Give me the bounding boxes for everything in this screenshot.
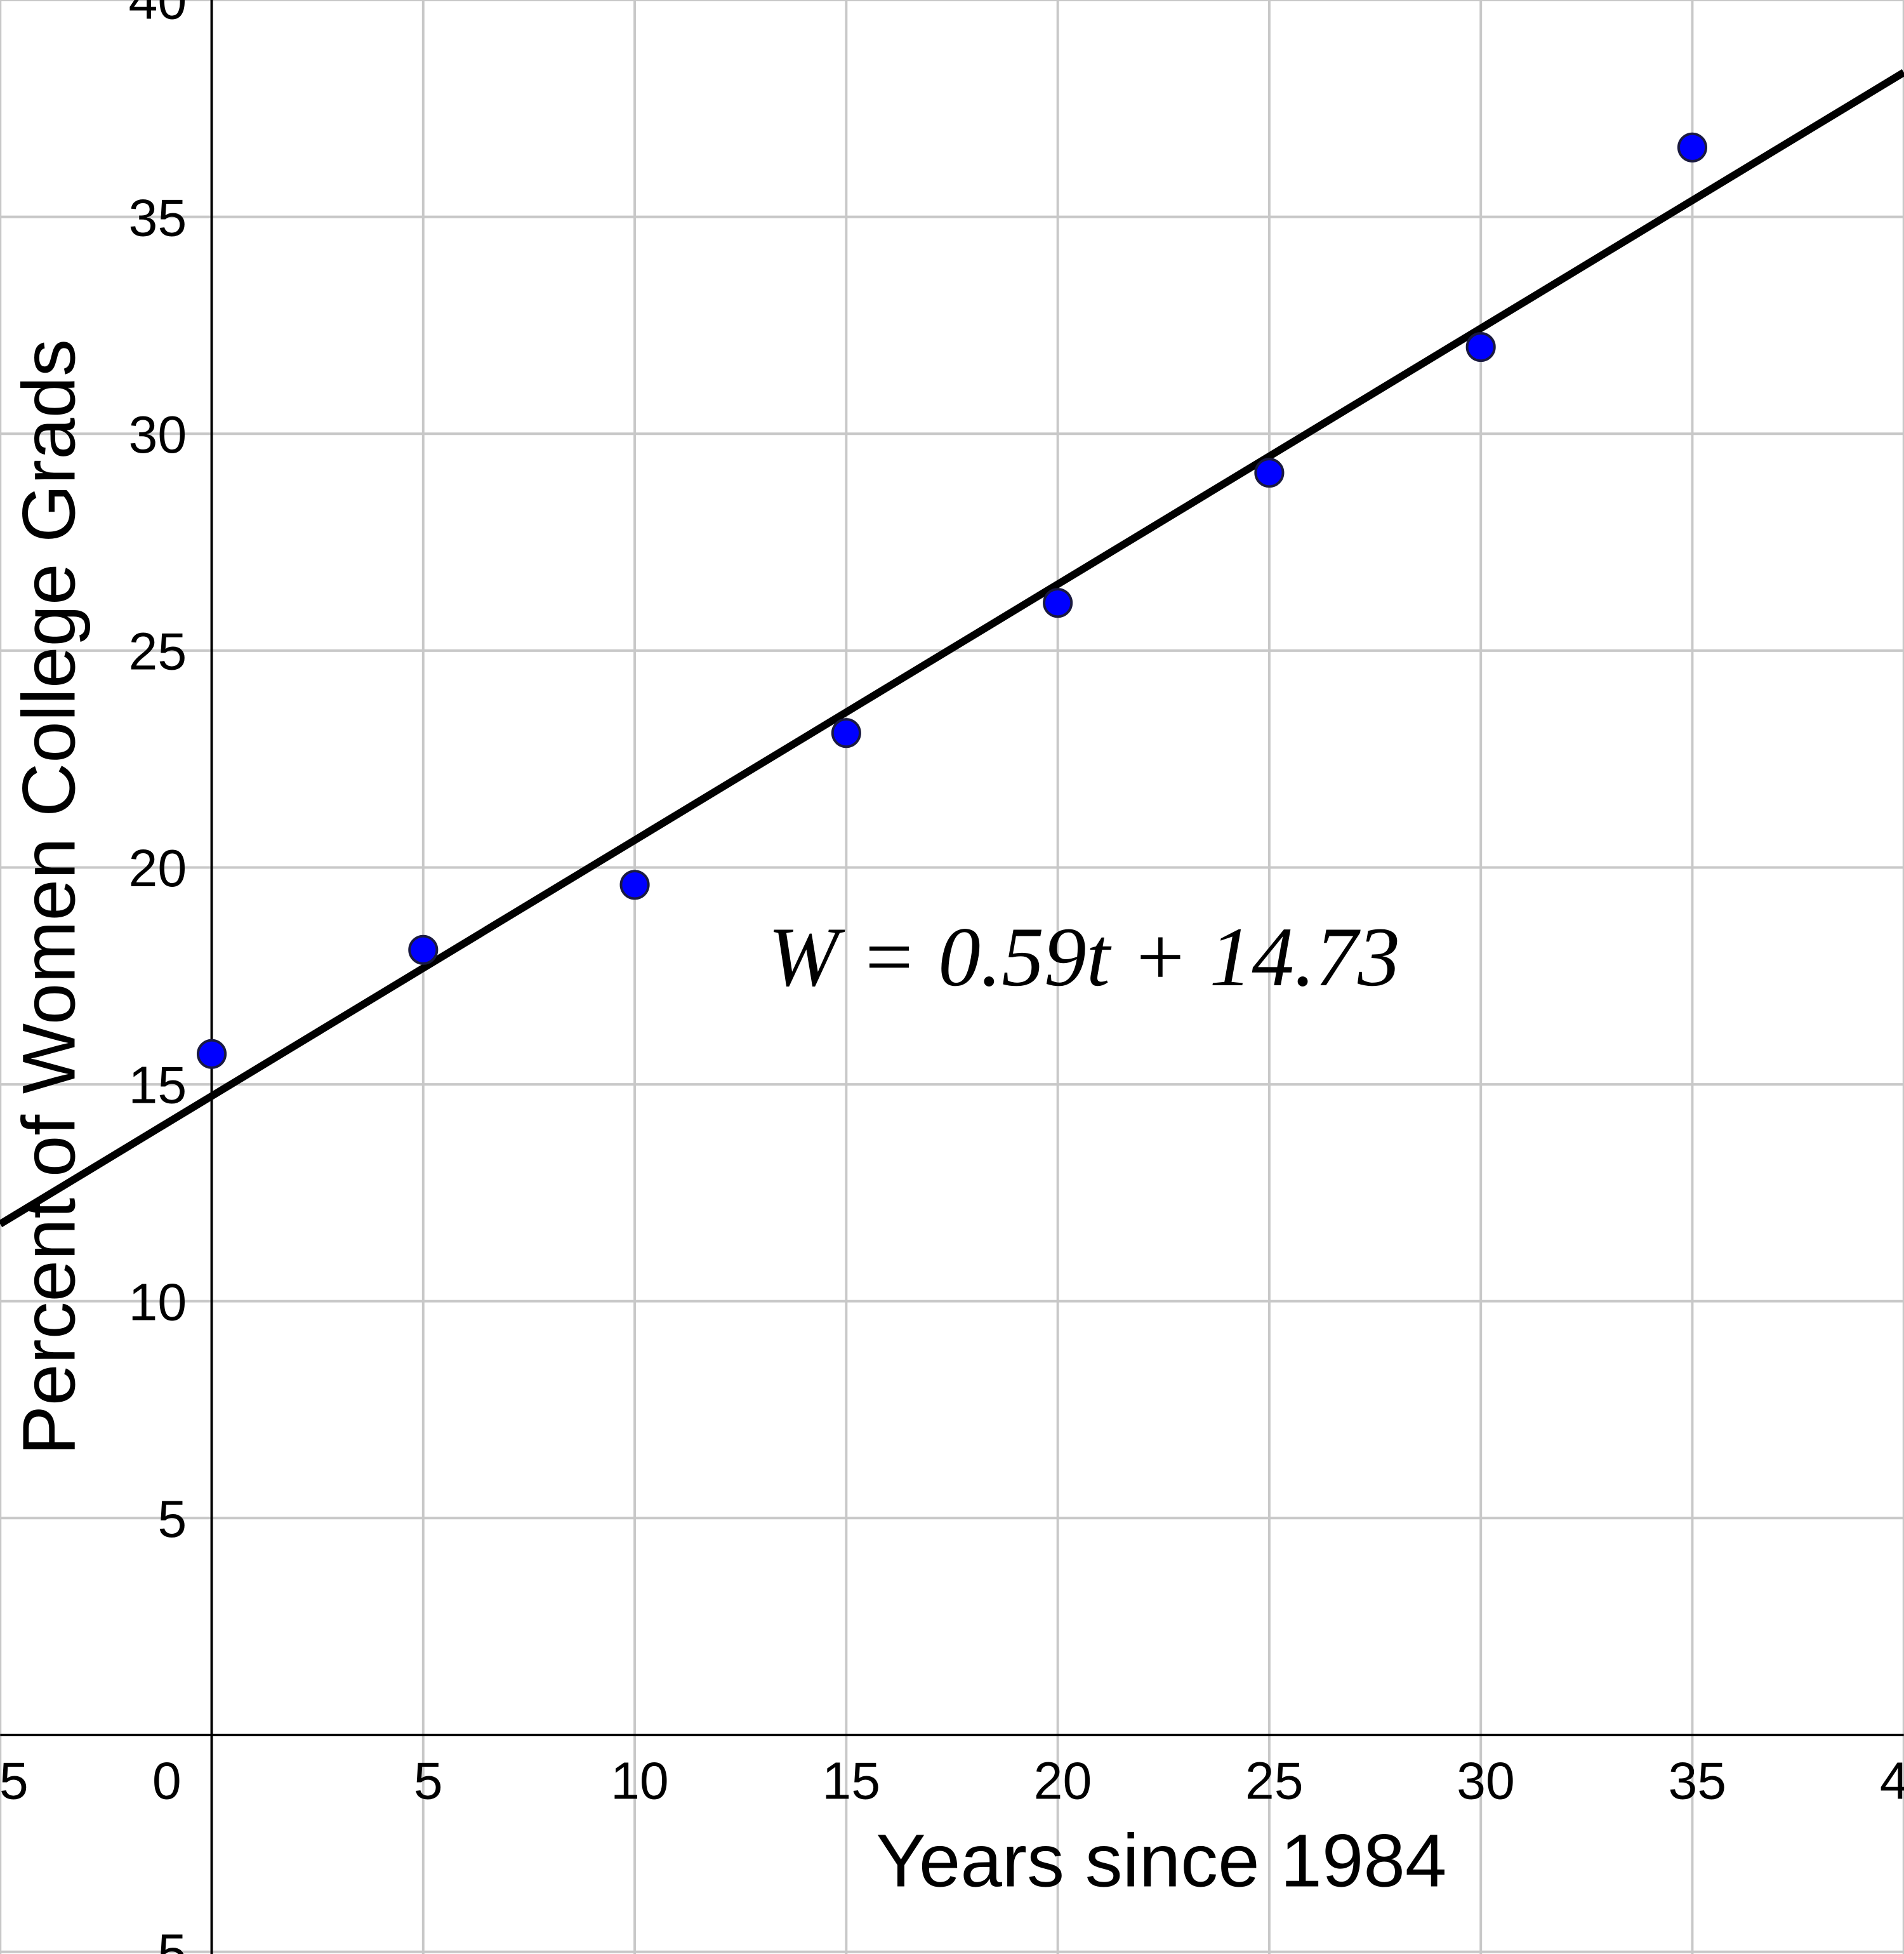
x-tick-label: 10 (611, 1751, 669, 1810)
x-tick-label: 25 (1245, 1751, 1304, 1810)
data-point (619, 870, 650, 900)
y-tick-label: 5 (157, 1490, 187, 1548)
equation: W = 0.59t + 14.73 (768, 910, 1400, 1004)
data-point (408, 934, 439, 965)
y-tick-label: 15 (129, 1056, 187, 1115)
data-point (831, 718, 861, 748)
x-tick-label: 40 (1880, 1751, 1904, 1810)
x-tick-label: 30 (1457, 1751, 1515, 1810)
y-tick-label: 40 (129, 0, 187, 30)
data-point (1043, 588, 1073, 618)
marks (0, 69, 1904, 1228)
data-point (196, 1039, 227, 1069)
data-point (1465, 332, 1496, 362)
x-axis-title: Years since 1984 (876, 1819, 1446, 1903)
y-tick-label: 10 (129, 1273, 187, 1331)
data-point (1254, 458, 1285, 488)
x-tick-label: 15 (822, 1751, 880, 1810)
x-tick-label: 20 (1034, 1751, 1092, 1810)
y-tick-label: -5 (140, 1924, 187, 1954)
y-tick-label: 20 (129, 839, 187, 898)
x-tick-label: 35 (1668, 1751, 1726, 1810)
y-tick-label: 25 (129, 622, 187, 681)
y-tick-label: 35 (129, 189, 187, 247)
trend-line (0, 69, 1904, 1228)
x-tick-label: 5 (414, 1751, 443, 1810)
y-axis-title: Percent of Women College Grads (7, 339, 91, 1456)
x-tick-label: -5 (0, 1751, 29, 1810)
x-tick-label: 0 (152, 1751, 182, 1810)
y-tick-label: 30 (129, 406, 187, 464)
data-point (1677, 132, 1708, 163)
